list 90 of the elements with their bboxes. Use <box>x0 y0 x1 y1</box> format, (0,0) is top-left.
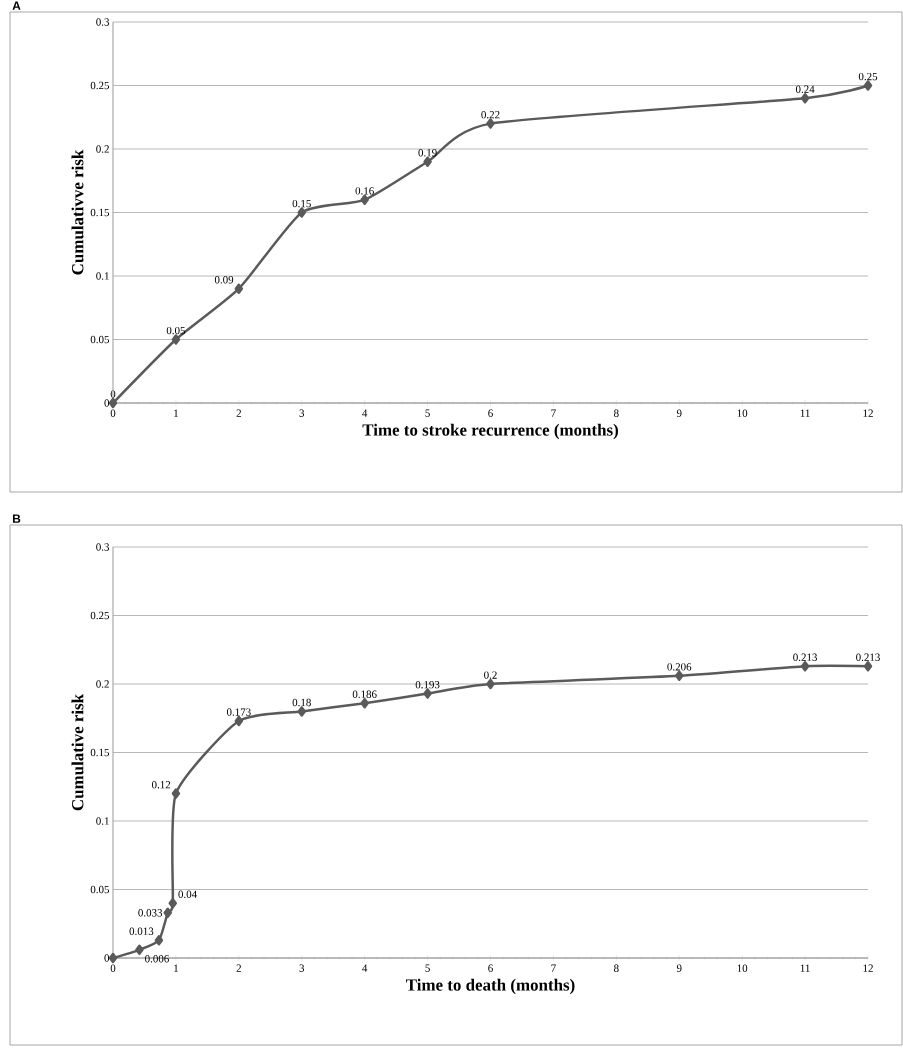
data-label: 0.05 <box>166 326 186 335</box>
point <box>168 897 178 909</box>
x-tick-label: 12 <box>863 409 873 417</box>
y-tick-label: 0 <box>104 399 110 407</box>
x-tick-label: 12 <box>863 964 873 972</box>
x-tick-label: 0 <box>110 409 116 417</box>
y-axis-title: Cumulativve risk <box>71 149 84 275</box>
data-label: 0.186 <box>352 690 377 698</box>
y-tick-label: 0.1 <box>96 817 109 825</box>
point <box>108 952 118 964</box>
x-tick-label: 7 <box>551 409 556 417</box>
x-axis-title: Time to death (months) <box>406 978 575 995</box>
text: A <box>12 1 21 10</box>
y-tick-label: 0.15 <box>90 208 110 217</box>
x-tick-label: 0 <box>110 964 116 972</box>
data-label: 0.213 <box>793 653 817 662</box>
x-tick-label: 5 <box>425 964 430 972</box>
data-label: 0.173 <box>226 708 251 716</box>
point <box>423 688 432 699</box>
point <box>234 283 244 294</box>
x-tick-label: 11 <box>800 964 810 972</box>
point <box>297 706 306 717</box>
y-tick-label: 0.25 <box>90 611 110 620</box>
data-label: 0.19 <box>418 149 437 157</box>
y-axis-title: Cumulative risk <box>71 693 84 811</box>
y-tick-label: 0 <box>104 954 110 962</box>
x-tick-label: 6 <box>488 964 493 972</box>
text: B <box>13 514 21 523</box>
data-label: 0.2 <box>484 671 497 679</box>
data-label: 0.24 <box>795 85 815 94</box>
point <box>675 670 684 682</box>
data-label: 0.22 <box>481 110 500 119</box>
x-tick-label: 2 <box>236 409 241 417</box>
x-tick-label: 3 <box>299 964 305 972</box>
data-label: 0.15 <box>292 199 311 208</box>
point <box>171 788 181 799</box>
data-label: 0.18 <box>292 698 311 707</box>
x-tick-label: 3 <box>299 409 305 417</box>
x-tick-label: 10 <box>737 964 748 972</box>
x-tick-label: 4 <box>362 409 368 417</box>
data-label: 0.193 <box>415 680 440 689</box>
point <box>360 194 369 206</box>
point <box>486 678 495 690</box>
x-tick-label: 9 <box>676 964 682 972</box>
point <box>171 334 181 345</box>
x-tick-label: 11 <box>800 409 810 417</box>
x-tick-label: 10 <box>737 409 748 417</box>
y-tick-label: 0.2 <box>96 145 109 153</box>
point <box>135 944 144 956</box>
point <box>800 660 810 672</box>
point <box>863 80 873 91</box>
x-tick-label: 8 <box>614 409 619 417</box>
y-tick-label: 0.3 <box>96 18 110 26</box>
y-tick-label: 0.1 <box>96 272 109 280</box>
x-tick-label: 9 <box>676 409 682 417</box>
x-tick-label: 5 <box>425 409 430 417</box>
point <box>863 660 873 672</box>
x-tick-label: 4 <box>362 964 368 972</box>
point <box>360 697 369 709</box>
point <box>486 118 495 129</box>
x-tick-label: 1 <box>174 964 178 972</box>
data-label: 0 <box>110 390 116 398</box>
point <box>163 907 172 919</box>
y-tick-label: 0.2 <box>96 680 109 688</box>
point <box>234 715 244 727</box>
point <box>423 156 432 167</box>
data-label: 0.04 <box>178 890 197 899</box>
data-label: 0.09 <box>214 276 234 284</box>
data-label: 0.033 <box>138 909 163 917</box>
point <box>154 934 164 946</box>
data-label: 0.006 <box>145 955 169 963</box>
x-tick-label: 6 <box>488 409 493 417</box>
data-label: 0.25 <box>858 72 878 81</box>
y-tick-label: 0.15 <box>90 748 110 757</box>
x-tick-label: 1 <box>174 409 178 417</box>
x-tick-label: 7 <box>551 964 556 972</box>
data-label: 0.12 <box>151 780 171 789</box>
y-tick-label: 0.3 <box>96 543 110 551</box>
data-label: 0.206 <box>667 663 692 671</box>
y-tick-label: 0.05 <box>90 335 110 344</box>
y-tick-label: 0.05 <box>90 885 110 894</box>
data-label: 0.013 <box>129 927 154 936</box>
x-tick-label: 2 <box>236 964 241 972</box>
data-label: 0.213 <box>856 653 880 662</box>
data-label: 0.16 <box>355 187 374 195</box>
x-axis-title: Time to stroke recurrence (months) <box>362 423 618 440</box>
y-tick-label: 0.25 <box>90 81 110 90</box>
point <box>800 92 810 104</box>
point <box>297 207 306 218</box>
x-tick-label: 8 <box>614 964 619 972</box>
